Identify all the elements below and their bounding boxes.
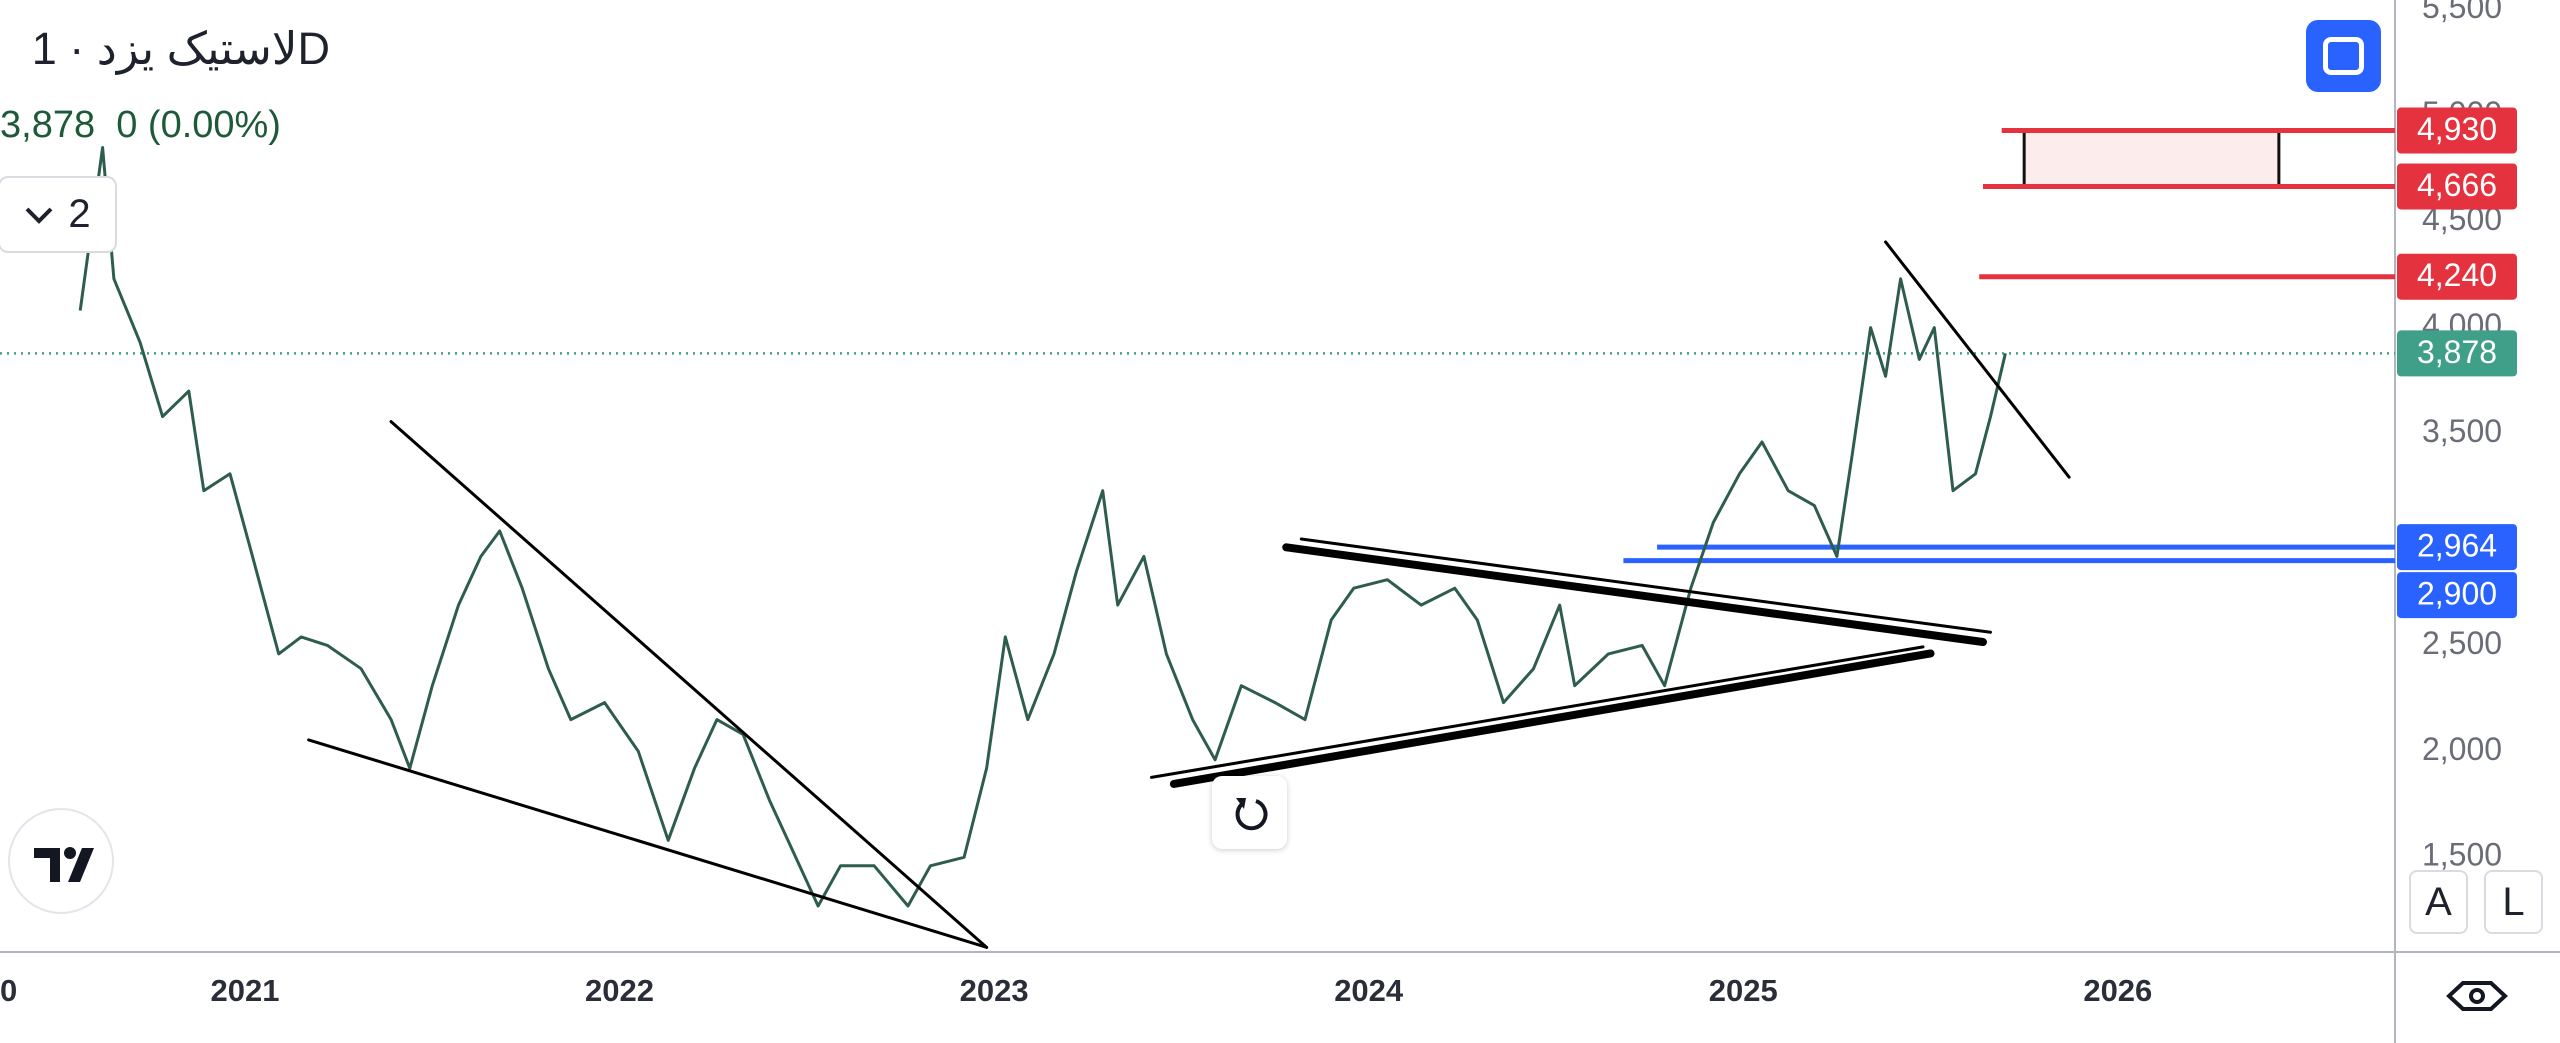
reset-icon [1235,798,1268,831]
trendline [1282,543,1987,647]
x-tick-label: 2023 [960,973,1029,1008]
price-tag-box [2397,163,2517,210]
x-tick-label: 2021 [210,973,279,1008]
price-tag-label: 4,666 [2417,167,2497,203]
price-tag-label: 4,240 [2417,257,2497,293]
price-tag: 3,878 [2397,330,2517,377]
target-zone [2024,130,2279,187]
price-tag: 2,964 [2397,524,2517,571]
trendline [1299,537,1992,634]
price-tag-label: 2,964 [2417,528,2497,564]
settings-icon [2446,981,2508,1011]
x-tick-label: 2025 [1709,973,1778,1008]
y-tick-label: 5,500 [2422,0,2502,25]
price-tag-box [2397,330,2517,377]
x-tick-label: 2022 [585,973,654,1008]
y-tick-label: 2,500 [2422,625,2502,661]
x-tick-label: 2024 [1334,973,1404,1008]
trendline [1149,645,1925,779]
log-scale-button[interactable]: L [2484,870,2543,934]
quote-line: 3,878 0 (0.00%) [0,104,281,147]
price-tag: 2,900 [2397,572,2517,619]
plot-area [0,128,2395,949]
logo-mark [34,847,94,882]
price-tag-label: 2,900 [2417,576,2497,612]
price-tag-box [2397,107,2517,154]
x-tick-label: 2026 [2083,973,2152,1008]
price-tag-box [2397,524,2517,571]
price-tag-box [2397,253,2517,300]
price-tag-box [2397,572,2517,619]
last-price: 3,878 [0,104,96,146]
trendline [389,420,989,949]
price-tag: 4,930 [2397,107,2517,154]
indicator-toggle[interactable]: 2 [0,176,117,253]
reset-button[interactable] [1212,776,1287,849]
trendline [307,738,989,949]
tv-logo[interactable] [8,808,114,914]
trendline [1884,240,2071,479]
price-line [78,146,2007,908]
price-tag-label: 4,930 [2417,111,2497,147]
price-tag: 4,666 [2397,163,2517,210]
symbol-title: لاستیک یزد · 1D [31,23,330,74]
price-change: 0 (0.00%) [116,104,281,146]
fullscreen-button[interactable] [2306,20,2381,92]
y-tick-label: 1,500 [2422,837,2502,873]
auto-scale-button[interactable]: A [2409,870,2468,934]
y-tick-label: 2,000 [2422,731,2502,767]
price-tag: 4,240 [2397,253,2517,300]
x-tick-label: 0 [0,973,17,1008]
chevron-icon [25,207,53,224]
trendline [1169,649,1935,788]
settings-icon-dot [2469,988,2485,1004]
price-tag-label: 3,878 [2417,334,2497,370]
indicator-count: 2 [68,192,91,236]
y-tick-label: 3,500 [2422,413,2502,449]
